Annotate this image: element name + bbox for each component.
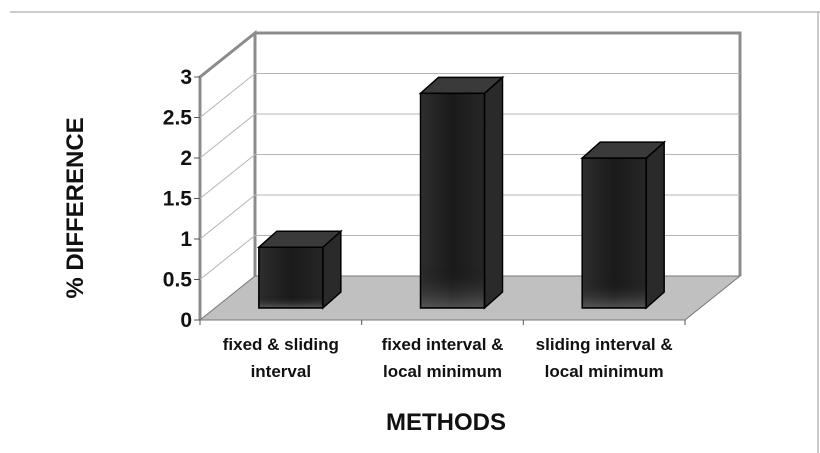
bar-side xyxy=(483,75,504,310)
gridline xyxy=(199,154,740,199)
gridline xyxy=(199,113,740,159)
bar-side xyxy=(645,140,665,310)
y-tick-label: 0 xyxy=(180,309,192,332)
x-category-label: fixed interval & xyxy=(382,335,504,354)
x-axis-title: METHODS xyxy=(386,409,506,436)
gridline xyxy=(199,194,740,240)
gridline xyxy=(199,235,740,280)
y-axis-title: % DIFFERENCE xyxy=(62,117,89,298)
y-tick-label: 1 xyxy=(180,228,192,251)
x-category-label: local minimum xyxy=(545,362,664,381)
y-tick-label: 0.5 xyxy=(163,269,193,292)
bar-front-shade xyxy=(421,94,484,307)
x-category-label: interval xyxy=(251,362,311,381)
bar-front-shade xyxy=(583,159,646,307)
y-tick-label: 2 xyxy=(180,147,192,170)
bar-front-shade xyxy=(259,248,322,307)
bar-1 xyxy=(256,229,343,310)
y-tick-label: 2.5 xyxy=(163,107,193,130)
x-category-label: fixed & sliding xyxy=(223,335,339,354)
y-tick-label: 1.5 xyxy=(163,188,193,211)
x-category-label: local minimum xyxy=(383,362,502,381)
x-category-label: sliding interval & xyxy=(536,335,673,354)
bar-2 xyxy=(418,75,505,310)
gridline xyxy=(199,73,740,118)
y-tick-label: 3 xyxy=(180,66,192,89)
bar-3 xyxy=(580,140,667,310)
